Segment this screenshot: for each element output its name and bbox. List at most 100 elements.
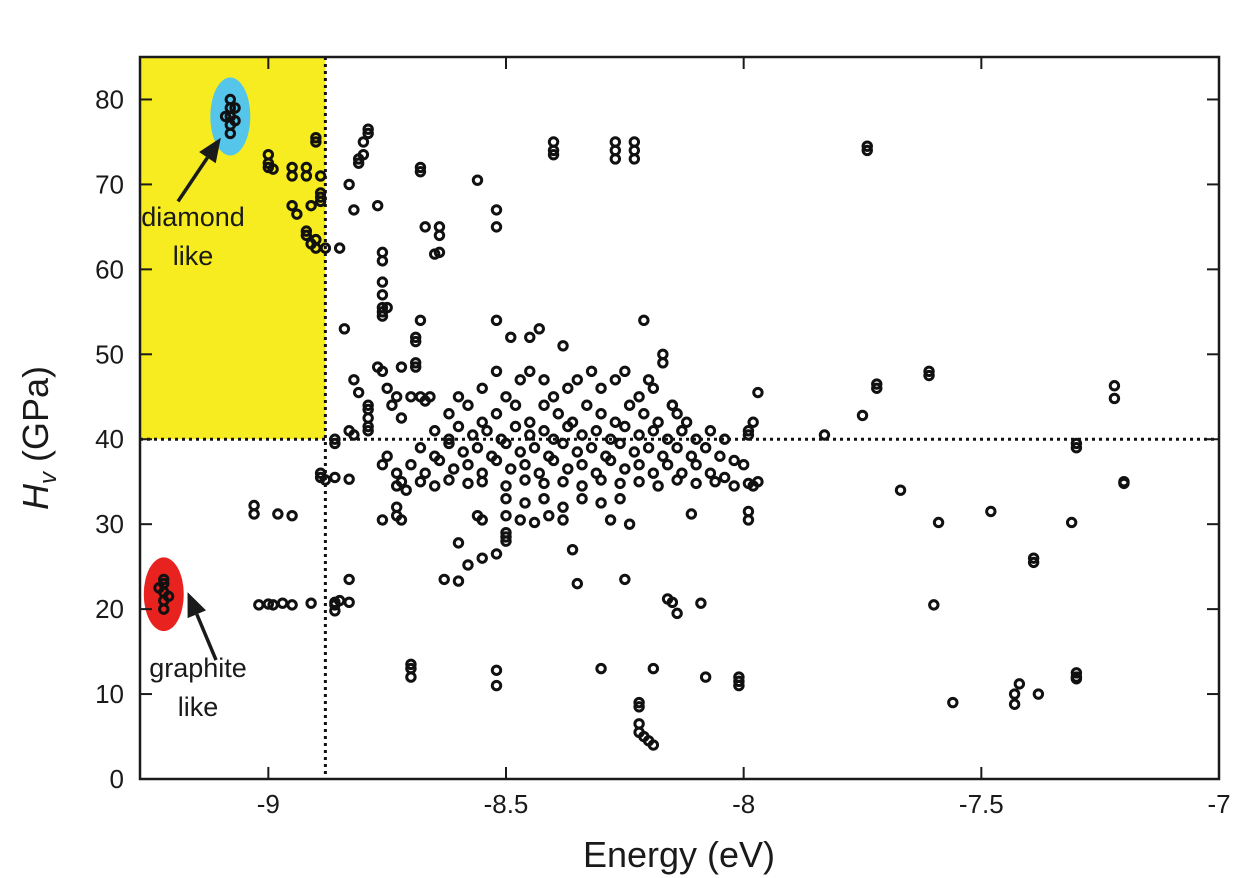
data-point <box>490 664 503 676</box>
data-point <box>547 433 560 445</box>
data-point <box>609 416 622 428</box>
data-point <box>538 477 550 490</box>
x-tick-label: -7.5 <box>959 789 1004 819</box>
data-point <box>718 471 731 484</box>
data-point <box>490 408 503 420</box>
data-point <box>647 467 660 479</box>
data-point <box>638 408 650 420</box>
data-point <box>737 459 750 471</box>
data-point <box>500 492 512 505</box>
data-point <box>633 476 645 488</box>
data-point <box>1108 380 1121 392</box>
data-point <box>371 199 384 212</box>
y-tick-label: 10 <box>95 679 124 709</box>
data-point <box>538 399 550 411</box>
data-point <box>462 559 474 571</box>
data-point <box>818 429 831 441</box>
data-point <box>329 605 341 617</box>
data-point <box>718 433 731 445</box>
data-point <box>429 248 441 260</box>
data-point <box>476 476 488 488</box>
data-point <box>647 662 660 675</box>
data-point <box>742 514 755 526</box>
data-point <box>742 425 755 437</box>
data-point <box>661 459 674 471</box>
data-point <box>381 450 393 462</box>
data-point <box>524 331 536 344</box>
data-point <box>595 474 607 486</box>
data-point <box>153 582 165 594</box>
data-point <box>300 170 313 182</box>
data-point <box>585 442 598 454</box>
data-point <box>272 508 284 520</box>
data-point <box>619 420 631 433</box>
data-point <box>490 365 503 377</box>
data-point <box>533 467 545 479</box>
data-point <box>381 382 393 394</box>
data-point <box>562 420 574 433</box>
data-point <box>348 374 360 386</box>
data-point <box>695 597 707 609</box>
data-point <box>376 276 389 288</box>
data-point <box>547 454 560 467</box>
data-point <box>490 204 503 216</box>
data-point <box>338 323 351 335</box>
data-point <box>409 331 422 344</box>
data-point <box>343 425 355 437</box>
data-point <box>557 514 569 526</box>
y-tick-label: 60 <box>95 254 124 284</box>
y-tick-label: 30 <box>95 509 124 539</box>
data-point <box>685 450 698 462</box>
data-point <box>376 365 389 377</box>
graphite-label-line: like <box>178 692 219 722</box>
data-point <box>490 679 503 692</box>
data-point <box>348 204 360 216</box>
data-point <box>405 459 417 471</box>
data-point <box>619 463 631 475</box>
plot-frame <box>138 55 1221 781</box>
data-point <box>362 127 374 140</box>
data-point <box>752 386 764 399</box>
data-point <box>286 199 298 212</box>
data-point <box>699 671 712 683</box>
graphite-label-line: graphite <box>149 653 247 683</box>
data-point <box>733 675 745 688</box>
data-point <box>490 314 503 327</box>
data-point <box>476 514 488 526</box>
data-point <box>747 480 759 492</box>
y-tick-label: 20 <box>95 594 124 624</box>
y-axis-unit: (GPa) <box>15 366 56 462</box>
data-point <box>671 408 683 420</box>
data-point <box>395 412 408 424</box>
x-tick-label: -7 <box>1207 789 1230 819</box>
y-axis-symbol: H <box>15 483 56 510</box>
data-point <box>276 597 289 609</box>
data-point <box>505 463 517 475</box>
data-point <box>633 429 645 441</box>
data-point <box>666 399 679 411</box>
data-point <box>547 144 560 157</box>
data-point <box>467 429 479 441</box>
data-point <box>1008 688 1021 700</box>
y-tick-label: 0 <box>110 764 124 794</box>
data-point <box>642 442 655 454</box>
data-point <box>405 391 417 403</box>
data-point <box>162 590 175 603</box>
x-axis-title: Energy (eV) <box>583 834 775 875</box>
data-point <box>538 425 550 437</box>
data-point <box>1070 667 1083 679</box>
data-point <box>947 696 959 709</box>
data-point <box>1027 556 1040 569</box>
data-point <box>557 476 569 488</box>
data-point <box>343 573 355 586</box>
data-point <box>390 391 403 403</box>
data-point <box>652 416 664 428</box>
data-point <box>595 662 607 675</box>
data-point <box>871 382 883 394</box>
data-point <box>357 136 370 148</box>
data-point <box>742 429 755 441</box>
data-point <box>476 552 488 564</box>
data-point <box>704 467 717 479</box>
data-point <box>333 242 346 254</box>
data-point <box>524 365 536 377</box>
